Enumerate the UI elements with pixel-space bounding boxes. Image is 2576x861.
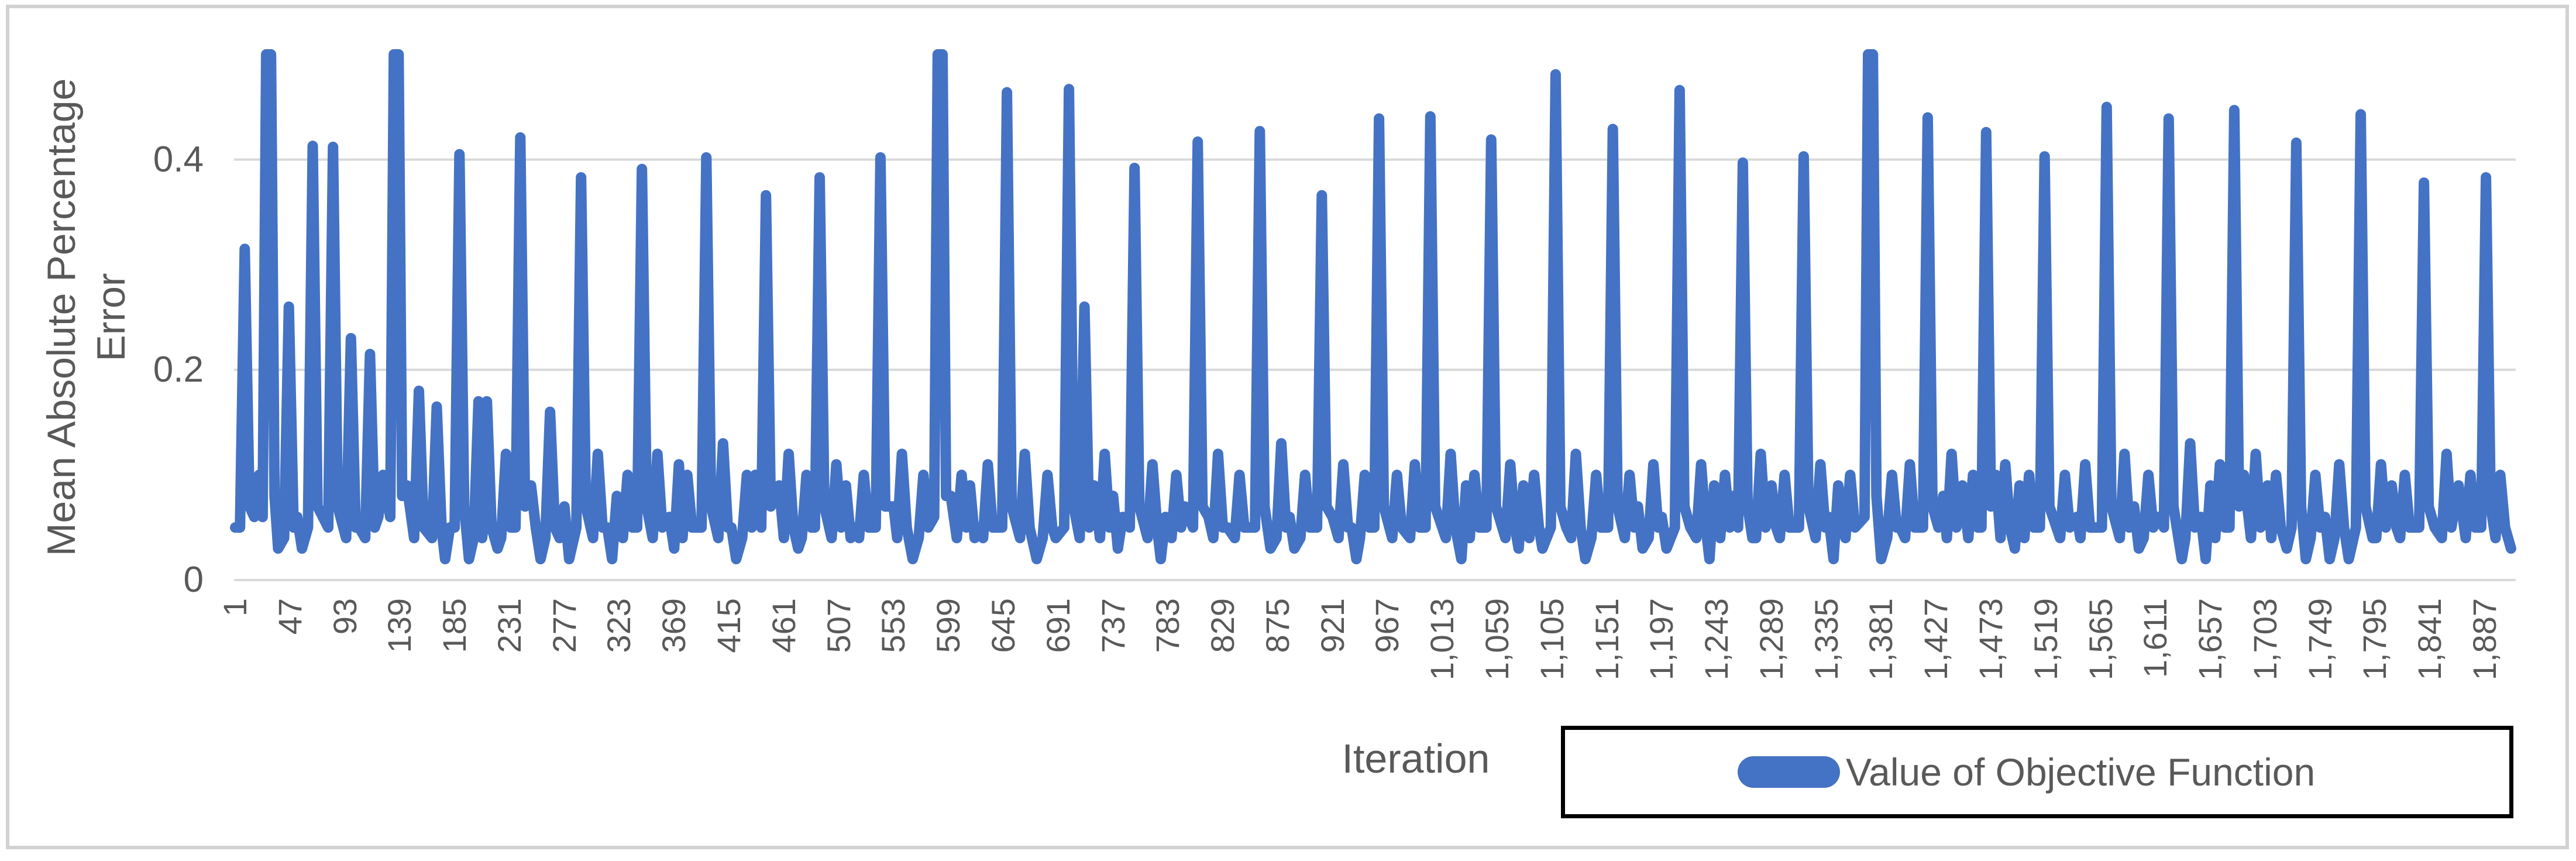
series-line [230,49,2516,565]
x-tick-label: 1,841 [2411,598,2448,681]
x-tick-label: 1,059 [1478,598,1515,681]
x-tick-label: 737 [1094,598,1131,653]
x-tick-label: 1,611 [2137,598,2174,678]
x-tick-label: 1,427 [1917,598,1955,681]
x-tick-label: 783 [1149,598,1186,653]
x-tick-label: 277 [545,598,583,653]
y-tick-label: 0.2 [153,349,204,390]
x-tick-label: 1,197 [1643,598,1680,681]
x-tick-label: 1,013 [1423,598,1461,681]
x-tick-label: 1,519 [2027,598,2064,681]
x-tick-label: 1,151 [1588,598,1625,681]
x-tick-label: 1,749 [2301,598,2338,681]
x-axis-title: Iteration [1342,736,1490,781]
legend: Value of Objective Function [1561,726,2513,818]
x-tick-label: 1,795 [2356,598,2393,681]
x-tick-label: 323 [600,598,638,653]
x-tick-label: 231 [490,598,528,653]
y-tick-label: 0 [183,560,204,600]
x-tick-label: 369 [655,598,693,653]
x-tick-label: 93 [326,598,363,635]
y-tick-label: 0.4 [153,139,204,180]
y-axis-title: Mean Absolute Percentage Error [37,78,136,557]
x-tick-label: 1,887 [2466,598,2503,681]
x-tick-label: 1,335 [1807,598,1845,681]
x-tick-label: 645 [984,598,1022,653]
x-tick-label: 967 [1368,598,1406,653]
x-tick-label: 691 [1039,598,1077,653]
x-tick-label: 1,243 [1698,598,1735,681]
x-tick-label: 1,381 [1862,598,1900,681]
x-tick-label: 1 [216,598,253,617]
x-tick-label: 1,703 [2246,598,2283,681]
x-tick-label: 1,289 [1752,598,1790,681]
x-tick-label: 553 [875,598,912,653]
legend-line-swatch [1738,756,1840,788]
x-tick-label: 461 [765,598,802,653]
legend-series-label: Value of Objective Function [1846,750,2316,794]
x-tick-label: 1,473 [1972,598,2009,681]
x-tick-label: 139 [381,598,418,653]
x-tick-label: 507 [820,598,857,653]
x-tick-label: 1,105 [1533,598,1570,681]
x-tick-label: 599 [930,598,967,653]
x-tick-label: 1,565 [2082,598,2119,681]
x-tick-label: 829 [1204,598,1241,653]
x-tick-label: 921 [1313,598,1351,653]
y-axis-title-line2: Error [89,273,133,362]
x-tick-label: 47 [271,598,308,635]
x-tick-label: 875 [1258,598,1296,653]
y-axis-title-line1: Mean Absolute Percentage [39,78,84,557]
x-tick-label: 185 [436,598,473,653]
x-tick-label: 1,657 [2192,598,2229,681]
x-tick-label: 415 [710,598,748,653]
